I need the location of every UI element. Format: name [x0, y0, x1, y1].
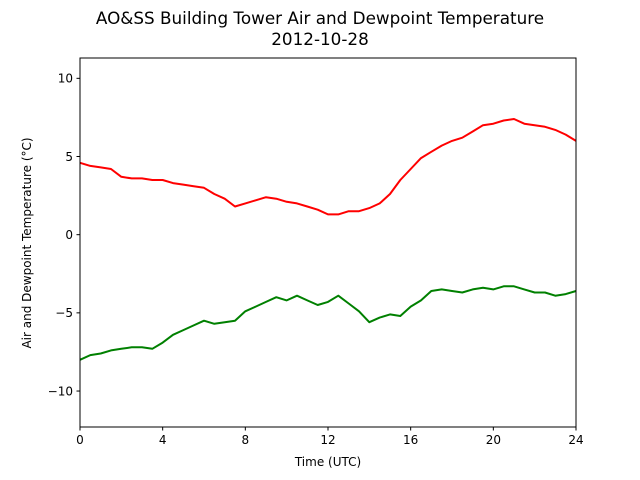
x-tick-label: 16 — [403, 433, 418, 447]
y-tick-label: −5 — [55, 306, 73, 320]
x-tick-label: 4 — [159, 433, 167, 447]
y-tick-label: −10 — [48, 384, 73, 398]
ticks-layer: 0 4 8 12 16 20 24 −10 −5 0 5 10 — [48, 72, 584, 447]
x-tick-label: 8 — [242, 433, 250, 447]
x-tick-label: 12 — [320, 433, 335, 447]
y-tick-label: 0 — [65, 228, 73, 242]
chart-subtitle: 2012-10-28 — [271, 29, 369, 49]
y-tick-label: 5 — [65, 150, 73, 164]
chart-title: AO&SS Building Tower Air and Dewpoint Te… — [96, 8, 544, 28]
x-tick-label: 0 — [76, 433, 84, 447]
x-tick-label: 24 — [568, 433, 583, 447]
y-tick-label: 10 — [58, 72, 73, 86]
y-axis-label: Air and Dewpoint Temperature (°C) — [20, 137, 34, 348]
x-axis-label: Time (UTC) — [294, 455, 361, 469]
series-line-0 — [79, 118, 577, 216]
series-line-1 — [79, 285, 577, 361]
series-layer — [79, 118, 577, 361]
plot-frame — [79, 57, 577, 428]
x-tick-label: 20 — [486, 433, 501, 447]
